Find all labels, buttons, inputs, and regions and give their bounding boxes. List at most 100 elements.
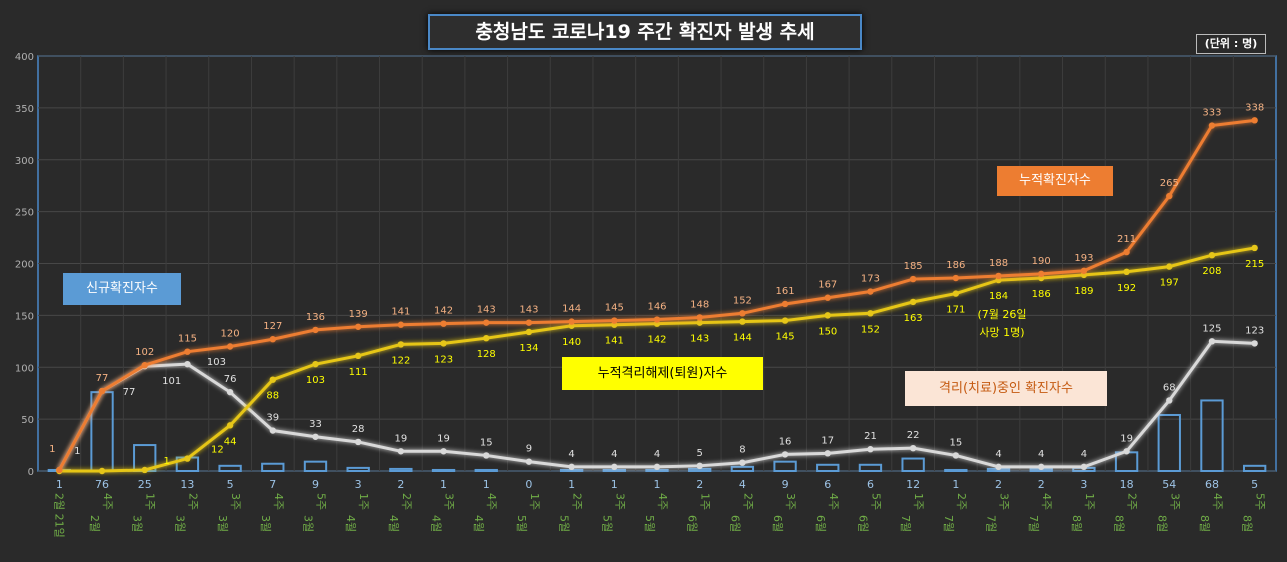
x-category-text: 4주 [485, 493, 498, 510]
bar-value-label: 9 [782, 478, 789, 491]
active-cases-label: 19 [437, 433, 450, 444]
cumulative-released-label: 103 [306, 375, 325, 386]
cumulative-cases-label: 333 [1202, 108, 1221, 119]
cumulative-released-point [397, 341, 405, 348]
bar-new-cases [730, 465, 755, 473]
cumulative-cases-point [525, 319, 533, 326]
bar-value-label: 25 [138, 478, 152, 491]
x-category-text: 1주 [1083, 493, 1096, 510]
bar-value-label: 1 [611, 478, 618, 491]
cumulative-released-point [867, 310, 874, 317]
bar-value-label: 54 [1162, 478, 1176, 491]
cumulative-cases-point [824, 294, 831, 301]
active-cases-label: 16 [779, 436, 792, 447]
bar-value-label: 6 [824, 478, 831, 491]
active-cases-point [611, 463, 618, 471]
x-category-text: 3월 [131, 515, 144, 532]
y-tick-label: 200 [15, 260, 34, 271]
x-category-text: 3주 [613, 493, 626, 510]
cumulative-cases-label: 1 [49, 444, 55, 455]
cumulative-cases-point [56, 466, 63, 474]
cumulative-cases-label: 188 [989, 258, 1008, 269]
cumulative-cases-point [440, 320, 447, 327]
cumulative-released-label: 186 [1032, 289, 1051, 300]
cumulative-released-label: 88 [266, 391, 279, 402]
cumulative-cases-point [1038, 270, 1045, 278]
cumulative-cases-point [739, 310, 746, 317]
x-category-text: 3주 [998, 493, 1011, 510]
active-cases-point [952, 452, 960, 459]
cumulative-cases-point [952, 274, 960, 282]
x-category-text: 4주 [1040, 493, 1053, 510]
cumulative-cases-point [184, 348, 191, 355]
cumulative-cases-label: 127 [263, 321, 282, 332]
legend-cumulative-cases: 누적확진자수 [997, 166, 1113, 196]
cumulative-released-label: 208 [1202, 266, 1221, 277]
y-tick-label: 0 [28, 467, 34, 478]
active-cases-label: 8 [739, 445, 745, 456]
cumulative-released-point [781, 317, 789, 324]
y-tick-label: 150 [15, 311, 34, 322]
x-category-text: 6월 [728, 515, 741, 532]
active-cases-label: 103 [207, 357, 226, 368]
cumulative-released-point [1166, 263, 1173, 270]
cumulative-released-point [824, 312, 831, 319]
x-category-text: 4주 [101, 493, 114, 510]
death-annotation: (7월 26일 사망 1명) [967, 306, 1037, 342]
bar-value-label: 4 [739, 478, 746, 491]
x-category-text: 4주 [1211, 493, 1224, 510]
active-cases-point [525, 458, 533, 465]
cumulative-released-point [952, 290, 960, 297]
cumulative-released-point [98, 467, 106, 475]
bar-new-cases [602, 468, 626, 472]
active-cases-point [226, 388, 234, 396]
cumulative-cases-label: 141 [391, 307, 410, 318]
active-cases-point [995, 463, 1002, 471]
annotation-line-2: 사망 1명) [979, 326, 1025, 339]
x-category-text: 4월 [472, 515, 485, 532]
active-cases-point [354, 438, 362, 446]
cumulative-cases-label: 139 [349, 309, 368, 320]
active-cases-point [1251, 340, 1258, 347]
active-cases-label: 125 [1202, 323, 1221, 334]
bar-new-cases [773, 460, 797, 473]
bar-value-label: 12 [906, 478, 920, 491]
bar-value-label: 0 [525, 478, 532, 491]
bar-new-cases [1157, 413, 1181, 473]
cumulative-released-label: 145 [776, 332, 795, 343]
cumulative-cases-label: 167 [818, 280, 837, 291]
cumulative-cases-point [354, 323, 362, 330]
y-tick-label: 250 [15, 208, 34, 219]
x-category-text: 2주 [1126, 493, 1139, 510]
x-category-text: 2주 [955, 493, 968, 510]
active-cases-label: 4 [568, 449, 574, 460]
cumulative-released-label: 123 [434, 354, 453, 365]
cumulative-cases-label: 102 [135, 347, 154, 358]
cumulative-cases-label: 185 [904, 261, 923, 272]
bar-new-cases [303, 460, 328, 473]
x-category-text: 5주 [1254, 493, 1267, 510]
x-category-text: 3월 [301, 515, 314, 532]
x-category-text: 7월 [1027, 515, 1040, 532]
y-tick-label: 100 [15, 363, 34, 374]
cumulative-cases-point [1080, 267, 1088, 274]
cumulative-cases-point [397, 321, 405, 328]
cumulative-cases-point [995, 272, 1002, 280]
bar-value-label: 1 [56, 478, 63, 491]
cumulative-cases-label: 173 [861, 274, 880, 285]
bar-new-cases [901, 457, 925, 472]
cumulative-released-point [1123, 268, 1130, 275]
x-category-text: 5주 [314, 493, 327, 510]
bar-value-label: 2 [995, 478, 1002, 491]
